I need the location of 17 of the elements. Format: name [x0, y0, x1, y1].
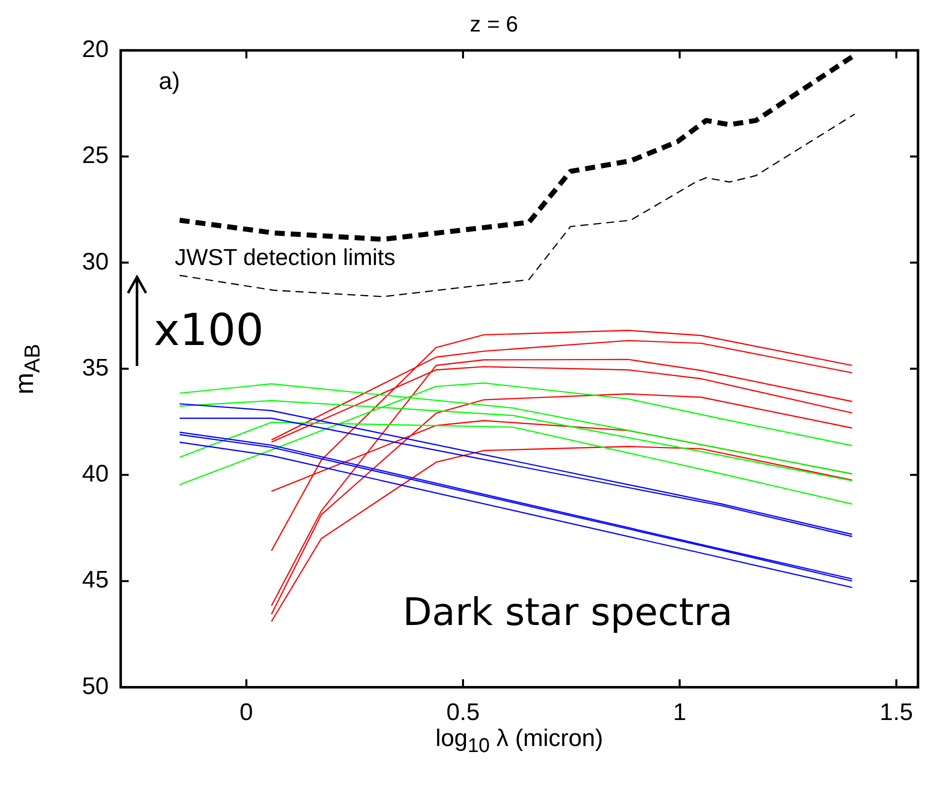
y-tick-label: 50 [82, 672, 109, 700]
y-tick-label: 30 [82, 248, 109, 276]
x-tick-label: 1 [672, 699, 686, 726]
chart-title: z = 6 [470, 11, 518, 36]
y-tick-label: 20 [82, 36, 109, 64]
annotation: a) [158, 68, 180, 96]
annotation: JWST detection limits [174, 244, 396, 272]
x-tick-label: 0 [240, 699, 254, 726]
y-tick-label: 45 [82, 566, 109, 594]
y-tick-label: 35 [82, 354, 109, 382]
x-tick-label: 1.5 [880, 699, 914, 726]
y-tick-label: 25 [82, 142, 109, 170]
y-tick-label: 40 [82, 460, 109, 488]
x-axis-title: log$_{10}$ λ (micron) [434, 725, 604, 758]
annotation: x100 [154, 305, 264, 356]
x-tick-label: 0.5 [446, 699, 480, 726]
annotation: Dark star spectra [402, 590, 733, 634]
